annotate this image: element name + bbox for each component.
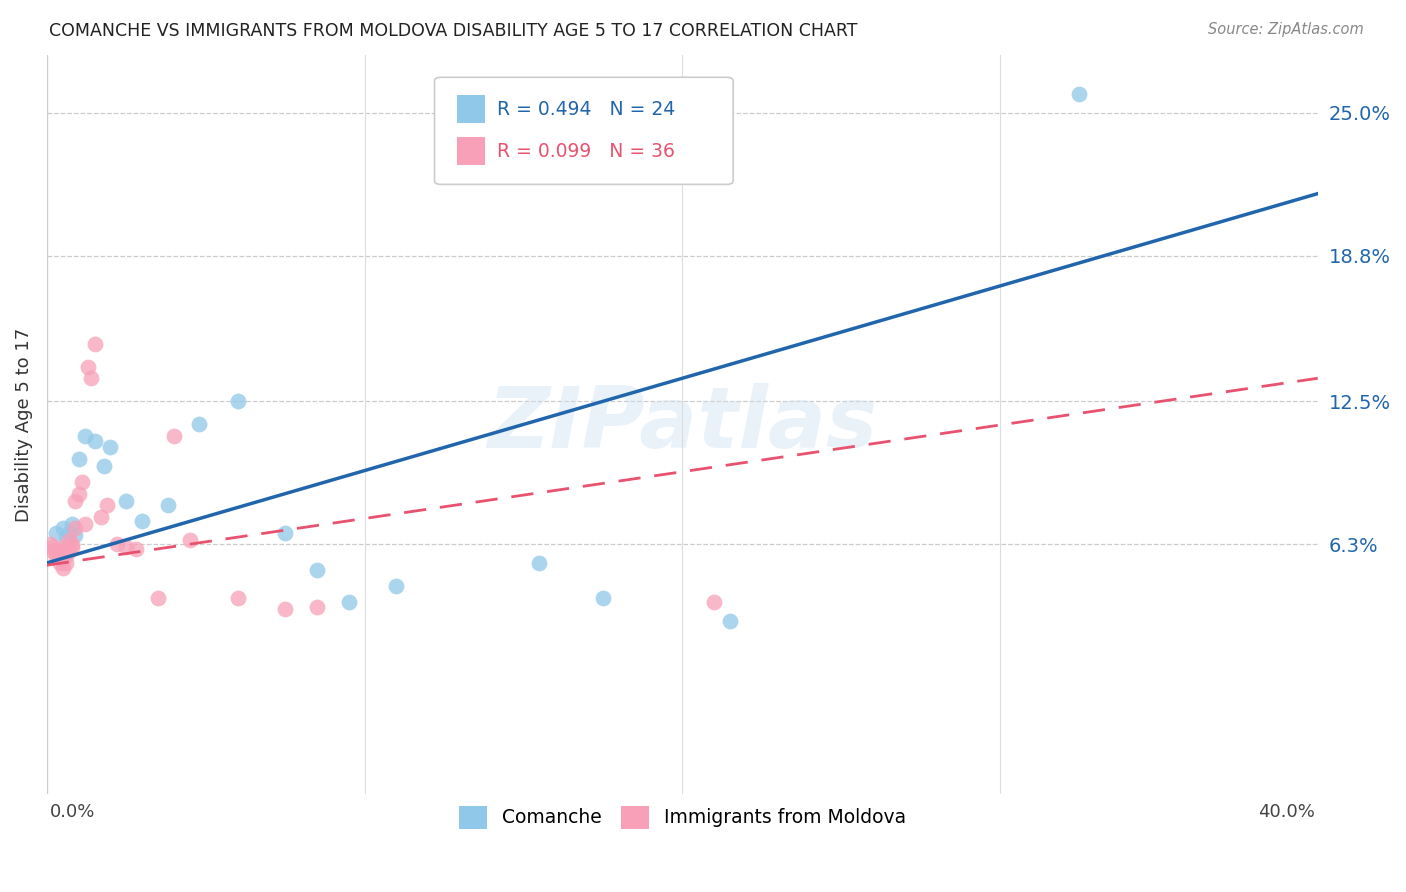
Point <box>337 595 360 609</box>
Point <box>83 336 105 351</box>
Point <box>125 542 148 557</box>
Point <box>67 452 90 467</box>
Point <box>42 544 65 558</box>
Point <box>703 595 725 609</box>
Point <box>718 614 741 628</box>
Point <box>45 544 67 558</box>
Point <box>65 528 87 542</box>
Point <box>55 549 77 563</box>
Point <box>65 521 87 535</box>
Point <box>73 429 96 443</box>
Point <box>55 531 77 545</box>
Point <box>93 458 115 473</box>
Text: ZIPatlas: ZIPatlas <box>488 383 877 466</box>
Point <box>226 394 249 409</box>
Point <box>42 540 65 554</box>
Point <box>592 591 614 605</box>
Point <box>45 525 67 540</box>
Text: R = 0.494   N = 24: R = 0.494 N = 24 <box>496 100 675 119</box>
Point <box>60 537 83 551</box>
Point <box>115 493 138 508</box>
Point <box>52 560 75 574</box>
Point <box>39 537 62 551</box>
FancyBboxPatch shape <box>434 78 733 185</box>
Point <box>529 556 551 570</box>
Point <box>48 556 70 570</box>
Point <box>55 556 77 570</box>
Y-axis label: Disability Age 5 to 17: Disability Age 5 to 17 <box>15 327 32 522</box>
Text: R = 0.099   N = 36: R = 0.099 N = 36 <box>496 142 675 161</box>
Point <box>305 563 328 577</box>
Point <box>65 493 87 508</box>
Point <box>90 509 112 524</box>
Point <box>83 434 105 448</box>
Point <box>131 514 153 528</box>
Point <box>58 525 80 540</box>
Point <box>188 417 211 432</box>
Point <box>80 371 103 385</box>
Point <box>58 544 80 558</box>
Point <box>52 521 75 535</box>
Text: 40.0%: 40.0% <box>1258 803 1315 821</box>
Point <box>105 537 128 551</box>
Point <box>52 544 75 558</box>
Point <box>163 429 186 443</box>
Point <box>70 475 93 489</box>
Point <box>60 540 83 554</box>
Point <box>146 591 169 605</box>
Bar <box>457 137 485 165</box>
Point <box>100 441 122 455</box>
Text: COMANCHE VS IMMIGRANTS FROM MOLDOVA DISABILITY AGE 5 TO 17 CORRELATION CHART: COMANCHE VS IMMIGRANTS FROM MOLDOVA DISA… <box>49 22 858 40</box>
Point <box>67 486 90 500</box>
Point <box>305 599 328 614</box>
Point <box>156 498 179 512</box>
Bar <box>457 95 485 123</box>
Point <box>52 540 75 554</box>
Point <box>385 579 408 593</box>
Point <box>96 498 118 512</box>
Point <box>73 516 96 531</box>
Point <box>1069 87 1091 102</box>
Point <box>226 591 249 605</box>
Point <box>48 551 70 566</box>
Point <box>77 359 100 374</box>
Point <box>60 516 83 531</box>
Point <box>45 549 67 563</box>
Point <box>274 525 297 540</box>
Text: Source: ZipAtlas.com: Source: ZipAtlas.com <box>1208 22 1364 37</box>
Point <box>274 602 297 616</box>
Point <box>115 540 138 554</box>
Point <box>58 533 80 547</box>
Text: 0.0%: 0.0% <box>51 803 96 821</box>
Legend: Comanche, Immigrants from Moldova: Comanche, Immigrants from Moldova <box>451 798 914 836</box>
Point <box>179 533 201 547</box>
